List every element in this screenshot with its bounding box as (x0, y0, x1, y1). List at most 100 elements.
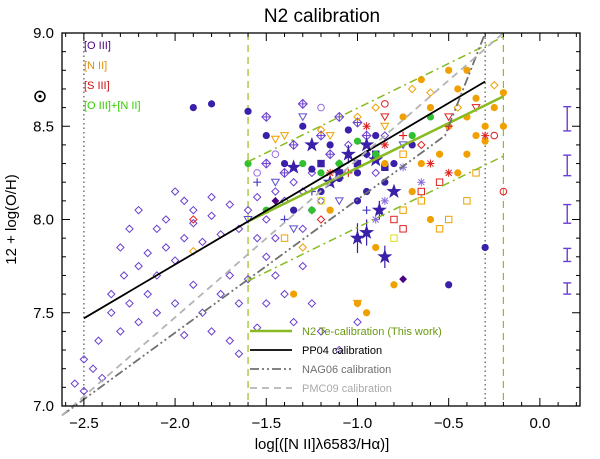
open-diamond-marker (261, 215, 271, 224)
data-point (399, 131, 408, 140)
filled-circle-marker (408, 187, 416, 196)
data-point (372, 243, 380, 252)
filled-circle-marker (317, 169, 325, 177)
data-point (334, 111, 345, 123)
data-point (125, 299, 134, 308)
data-point (189, 215, 198, 224)
open-diamond-marker (207, 211, 216, 221)
star-marker (304, 136, 320, 152)
x-tick-label: 0.0 (529, 415, 550, 432)
open-diamond-marker (106, 308, 116, 318)
x-tick-label: −2.0 (160, 415, 190, 432)
triangle-marker (352, 299, 363, 308)
y-tick-label: 8.0 (33, 212, 54, 229)
triangle-marker (325, 132, 335, 141)
data-point (359, 136, 375, 152)
data-point (243, 205, 253, 215)
open-diamond-marker (94, 336, 103, 346)
open-diamond-marker (152, 224, 162, 234)
data-point (189, 280, 198, 290)
legend-label: N2 Te-calibration (This work) (302, 326, 442, 338)
solar-symbol-dot (38, 94, 42, 99)
open-diamond-marker (289, 177, 298, 187)
filled-circle-marker (435, 150, 444, 158)
class-labels: [O III] [N II] [S III] [O III]+[N II] (84, 40, 141, 112)
filled-circle-marker (353, 197, 362, 205)
data-point (445, 281, 453, 289)
open-diamond-marker (225, 271, 235, 280)
data-point (435, 150, 444, 158)
open-diamond-marker (161, 215, 171, 224)
y-tick-label: 9.0 (33, 25, 54, 42)
x-tick-label: −1.5 (251, 415, 281, 432)
data-point (499, 122, 507, 130)
triangle-marker (380, 122, 390, 131)
data-point (280, 159, 289, 168)
error-bar (563, 247, 572, 263)
open-diamond-marker (179, 233, 189, 243)
open-diamond-marker (271, 233, 280, 243)
data-point (463, 197, 471, 205)
open-circle-marker (271, 150, 280, 159)
data-point (325, 132, 335, 141)
filled-circle-marker (426, 103, 435, 112)
filled-circle-marker (353, 169, 362, 177)
data-point (299, 159, 307, 168)
data-point (353, 317, 362, 327)
plus-marker (362, 206, 371, 215)
filled-circle-marker (454, 85, 462, 93)
data-point (298, 224, 308, 234)
data-point (481, 131, 490, 140)
class-label: [O III] (84, 40, 111, 52)
data-point (207, 327, 216, 336)
data-point (271, 271, 280, 280)
star-marker (286, 159, 302, 174)
legend-label: PMC09 calibration (302, 383, 392, 395)
open-circle-marker (490, 131, 499, 140)
data-point (481, 122, 489, 130)
open-diamond-marker (179, 330, 189, 340)
filled-circle-marker (463, 150, 471, 158)
filled-circle-marker (207, 100, 216, 108)
solar-symbol (34, 90, 46, 103)
data-point (234, 349, 244, 359)
y-tick-label: 8.5 (33, 118, 54, 135)
open-diamond-marker (371, 168, 381, 178)
open-diamond-marker (243, 205, 253, 215)
open-diamond-marker (119, 271, 129, 280)
data-point (179, 196, 189, 206)
data-point (179, 330, 189, 340)
data-point (334, 197, 344, 206)
data-point (353, 197, 362, 205)
open-diamond-marker (316, 215, 326, 224)
data-point (340, 144, 356, 164)
open-diamond-marker (252, 233, 262, 243)
star-marker (359, 224, 375, 239)
data-point (179, 233, 189, 243)
filled-circle-marker (308, 206, 316, 214)
data-point (289, 177, 298, 187)
data-point (352, 299, 363, 308)
data-point (472, 94, 480, 102)
data-point (390, 159, 398, 168)
legend-label: PP04 calibration (302, 345, 382, 357)
open-diamond-marker (225, 200, 235, 209)
filled-diamond-marker (271, 196, 280, 205)
data-point (399, 225, 407, 233)
filled-circle-marker (490, 103, 498, 112)
data-point (189, 246, 198, 256)
open-diamond-marker (298, 243, 308, 252)
data-point (290, 290, 298, 298)
open-diamond-marker (189, 218, 198, 228)
data-point (234, 299, 244, 308)
open-diamond-marker (170, 187, 180, 196)
open-circle-marker (253, 169, 261, 177)
data-point (253, 169, 261, 177)
data-point (304, 136, 320, 152)
filled-circle-marker (372, 131, 380, 140)
data-point (271, 187, 280, 196)
data-point (288, 139, 299, 151)
error-bar (563, 105, 572, 132)
filled-circle-marker (390, 281, 398, 289)
square-marker (417, 187, 426, 196)
